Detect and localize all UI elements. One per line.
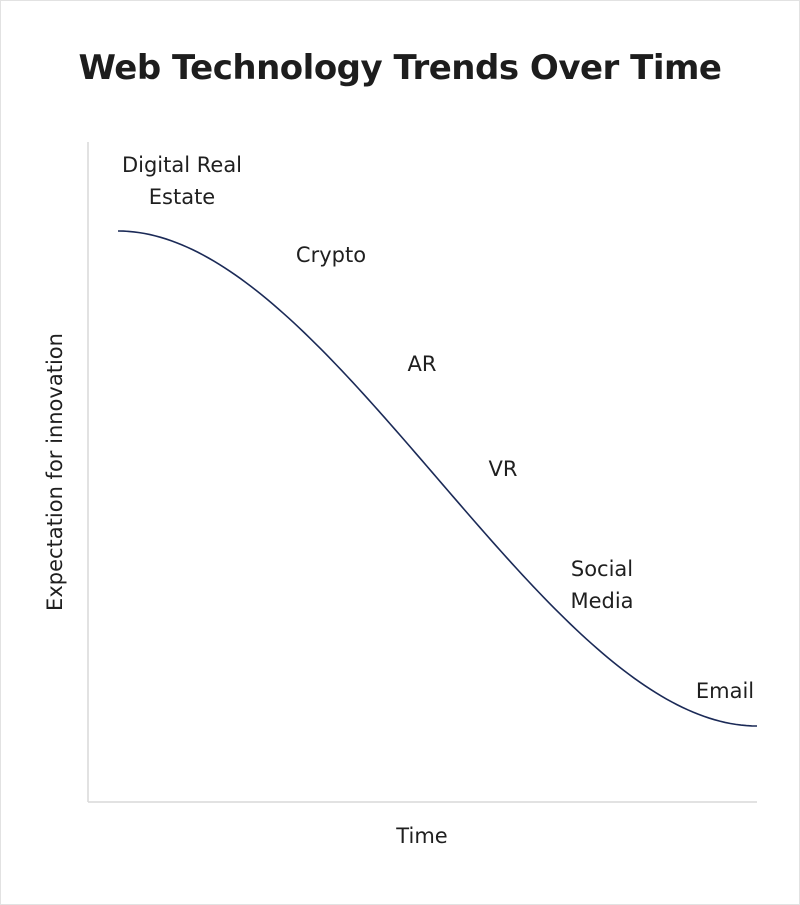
annotation-vr: VR <box>489 457 518 481</box>
annotation-social-media: Social Media <box>570 557 633 613</box>
x-axis-label: Time <box>395 824 447 848</box>
trend-curve-line <box>117 230 758 727</box>
annotation-line: Social <box>571 557 633 581</box>
annotation-email: Email <box>696 679 754 703</box>
annotation-line: VR <box>489 457 518 481</box>
annotation-line: Media <box>570 589 633 613</box>
annotation-line: Email <box>696 679 754 703</box>
annotation-line: Estate <box>149 185 215 209</box>
y-axis-label: Expectation for innovation <box>43 333 67 611</box>
annotation-ar: AR <box>408 352 437 376</box>
annotation-digital-real-estate: Digital Real Estate <box>122 153 242 209</box>
annotation-line: AR <box>408 352 437 376</box>
annotation-line: Digital Real <box>122 153 242 177</box>
annotation-line: Crypto <box>296 243 366 267</box>
annotation-crypto: Crypto <box>296 243 366 267</box>
chart-title: Web Technology Trends Over Time <box>78 48 722 88</box>
